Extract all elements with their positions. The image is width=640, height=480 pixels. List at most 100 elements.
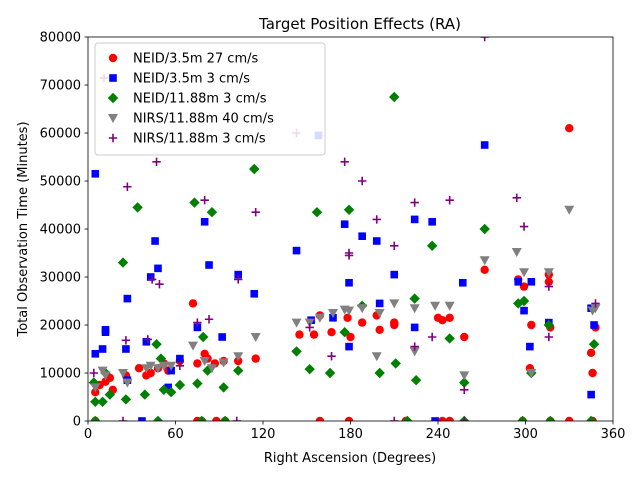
data-point — [151, 339, 162, 350]
data-point — [409, 293, 420, 304]
data-point — [314, 313, 325, 323]
data-point — [459, 377, 470, 388]
x-tick-label: 0 — [84, 427, 92, 442]
data-point — [327, 328, 336, 337]
data-point — [120, 394, 132, 405]
data-point — [445, 416, 454, 421]
series-4 — [90, 205, 601, 393]
data-point — [193, 359, 202, 368]
data-point — [192, 378, 203, 389]
data-point — [513, 298, 524, 309]
data-point — [328, 309, 338, 318]
data-point — [544, 277, 554, 286]
data-point — [410, 323, 419, 332]
data-point — [117, 257, 129, 268]
data-point — [152, 157, 161, 166]
data-point — [345, 278, 353, 287]
data-point — [371, 352, 382, 362]
data-point — [309, 330, 319, 339]
data-point — [357, 304, 368, 314]
data-point — [199, 357, 210, 366]
data-point — [390, 320, 399, 330]
data-point — [193, 323, 202, 332]
data-point — [458, 278, 467, 287]
data-point — [193, 318, 202, 327]
data-point — [234, 270, 243, 279]
data-point — [565, 124, 574, 133]
data-point — [343, 204, 355, 215]
data-point — [431, 417, 439, 421]
data-point — [251, 208, 260, 217]
data-point — [206, 207, 218, 218]
data-point — [98, 345, 107, 353]
data-point — [590, 304, 601, 314]
chart-title: Target Position Effects (RA) — [258, 15, 461, 33]
data-point — [480, 141, 489, 149]
legend: NEID/3.5m 27 cm/s NEID/3.5m 3 cm/s NEID/11… — [94, 42, 326, 156]
data-point — [409, 304, 420, 314]
data-point — [204, 315, 214, 324]
data-point — [100, 371, 111, 381]
data-point — [512, 193, 521, 202]
data-point — [196, 415, 207, 421]
data-point — [479, 223, 490, 235]
data-point — [123, 182, 132, 191]
x-tick-label: 360 — [601, 427, 626, 442]
data-point — [438, 416, 447, 421]
y-tick-label: 20000 — [40, 319, 81, 334]
data-point — [340, 157, 349, 166]
data-point — [588, 339, 600, 350]
legend-label: NEID/3.5m 3 cm/s — [133, 72, 250, 87]
data-point — [375, 299, 384, 308]
data-point — [339, 327, 350, 338]
data-point — [233, 352, 244, 362]
data-point — [527, 320, 536, 330]
data-point — [545, 415, 556, 421]
data-point — [390, 270, 399, 279]
y-tick-label: 10000 — [40, 367, 81, 382]
data-point — [389, 299, 400, 309]
data-point — [480, 37, 489, 42]
data-point — [118, 416, 128, 421]
data-point — [295, 330, 304, 339]
data-point — [188, 299, 198, 308]
data-point — [357, 318, 367, 327]
y-tick-label: 0 — [73, 415, 81, 430]
data-point — [375, 325, 384, 334]
data-point — [410, 375, 422, 386]
data-point — [374, 367, 385, 379]
y-tick-label: 50000 — [40, 175, 81, 190]
data-point — [154, 264, 162, 273]
data-point — [445, 313, 454, 322]
data-point — [389, 91, 400, 103]
data-point — [118, 369, 128, 378]
data-point — [327, 352, 336, 361]
data-point — [479, 256, 490, 266]
data-point — [249, 163, 260, 175]
data-point — [89, 368, 99, 378]
data-point — [134, 364, 144, 373]
data-point — [175, 361, 185, 370]
data-point — [251, 354, 260, 363]
legend-label: NIRS/11.88m 3 cm/s — [133, 132, 266, 147]
data-point — [518, 295, 530, 307]
data-point — [205, 261, 213, 269]
data-point — [344, 416, 354, 421]
data-point — [410, 198, 419, 207]
data-point — [122, 378, 133, 388]
data-point — [426, 240, 438, 251]
data-point — [234, 275, 243, 284]
legend-marker — [107, 92, 119, 104]
data-point — [304, 363, 315, 375]
data-point — [233, 365, 244, 376]
data-point — [232, 416, 241, 421]
data-point — [587, 390, 595, 399]
data-point — [97, 366, 108, 376]
data-point — [519, 222, 529, 231]
data-point — [410, 342, 419, 351]
data-point — [147, 275, 157, 284]
data-point — [585, 415, 597, 421]
data-point — [372, 215, 381, 224]
data-point — [250, 290, 259, 298]
legend-marker — [108, 53, 118, 63]
